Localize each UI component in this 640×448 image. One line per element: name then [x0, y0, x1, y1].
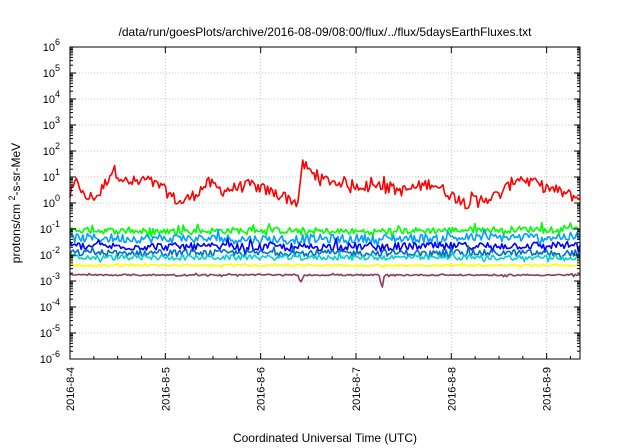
- y-tick-label: 105: [43, 63, 60, 80]
- y-tick-exponent: 3: [55, 115, 60, 125]
- y-tick-exponent: -4: [52, 297, 60, 307]
- y-tick-exponent: 0: [55, 193, 60, 203]
- series-line: [69, 159, 581, 210]
- x-tick-label: 2016-8-8: [446, 367, 458, 411]
- y-tick-label: 103: [43, 115, 60, 132]
- y-tick-exponent: 4: [55, 89, 60, 99]
- y-tick-exponent: 6: [55, 37, 60, 47]
- y-tick-base: 10: [43, 120, 55, 132]
- y-tick-label: 100: [43, 193, 60, 210]
- y-tick-exponent: -2: [52, 245, 60, 255]
- series-line: [69, 262, 581, 269]
- x-tick-label: 2016-8-6: [256, 367, 268, 411]
- x-axis-label: Coordinated Universal Time (UTC): [233, 431, 417, 445]
- y-axis-label-superscript: 2: [7, 195, 17, 200]
- y-tick-label: 106: [43, 37, 60, 54]
- y-tick-base: 10: [43, 198, 55, 210]
- series-line: [69, 272, 581, 288]
- grid-lines: [69, 46, 580, 360]
- y-tick-exponent: 5: [55, 63, 60, 73]
- y-axis-label-rest: -s-sr-MeV: [9, 143, 23, 196]
- y-tick-base: 10: [43, 172, 55, 184]
- x-tick-labels: 2016-8-4 2016-8-5 2016-8-6 2016-8-7 2016-8-8…: [65, 367, 554, 411]
- y-tick-base: 10: [43, 68, 55, 80]
- y-tick-exponent: -5: [52, 323, 60, 333]
- y-tick-label: 10-3: [40, 271, 60, 288]
- x-tick-label: 2016-8-4: [65, 367, 77, 411]
- series-line: [69, 221, 581, 238]
- y-tick-exponent: 2: [55, 141, 60, 151]
- y-tick-label: 10-1: [40, 219, 60, 236]
- y-tick-base: 10: [40, 250, 52, 262]
- y-tick-base: 10: [40, 328, 52, 340]
- x-tick-label: 2016-8-5: [160, 367, 172, 411]
- series-line: [69, 228, 581, 249]
- y-tick-base: 10: [43, 146, 55, 158]
- data-series: [69, 159, 581, 288]
- y-tick-exponent: -3: [52, 271, 60, 281]
- y-tick-base: 10: [43, 94, 55, 106]
- y-tick-exponent: 1: [55, 167, 60, 177]
- y-tick-base: 10: [40, 224, 52, 236]
- y-tick-exponent: -6: [52, 349, 60, 359]
- y-tick-base: 10: [40, 354, 52, 366]
- y-tick-labels: 10-610-510-410-310-210-11001011021031041…: [40, 37, 60, 366]
- series-line: [69, 237, 581, 256]
- y-axis-label-text: protons/cm: [9, 204, 23, 263]
- x-tick-label: 2016-8-9: [542, 367, 554, 411]
- y-tick-label: 10-5: [40, 323, 60, 340]
- x-tick-label: 2016-8-7: [351, 367, 363, 411]
- series-line: [69, 251, 581, 263]
- y-tick-label: 101: [43, 167, 60, 184]
- y-tick-base: 10: [43, 42, 55, 54]
- y-tick-label: 10-6: [40, 349, 60, 366]
- y-axis-label: protons/cm 2-s-sr-MeV: [7, 143, 23, 263]
- y-tick-label: 10-4: [40, 297, 60, 314]
- y-tick-base: 10: [40, 302, 52, 314]
- axis-ticks: [69, 46, 580, 360]
- y-tick-base: 10: [40, 276, 52, 288]
- chart-title: /data/run/goesPlots/archive/2016-08-09/0…: [119, 25, 533, 39]
- y-tick-label: 102: [43, 141, 60, 158]
- y-tick-label: 104: [43, 89, 60, 106]
- y-tick-exponent: -1: [52, 219, 60, 229]
- y-tick-label: 10-2: [40, 245, 60, 262]
- series-line: [69, 245, 581, 261]
